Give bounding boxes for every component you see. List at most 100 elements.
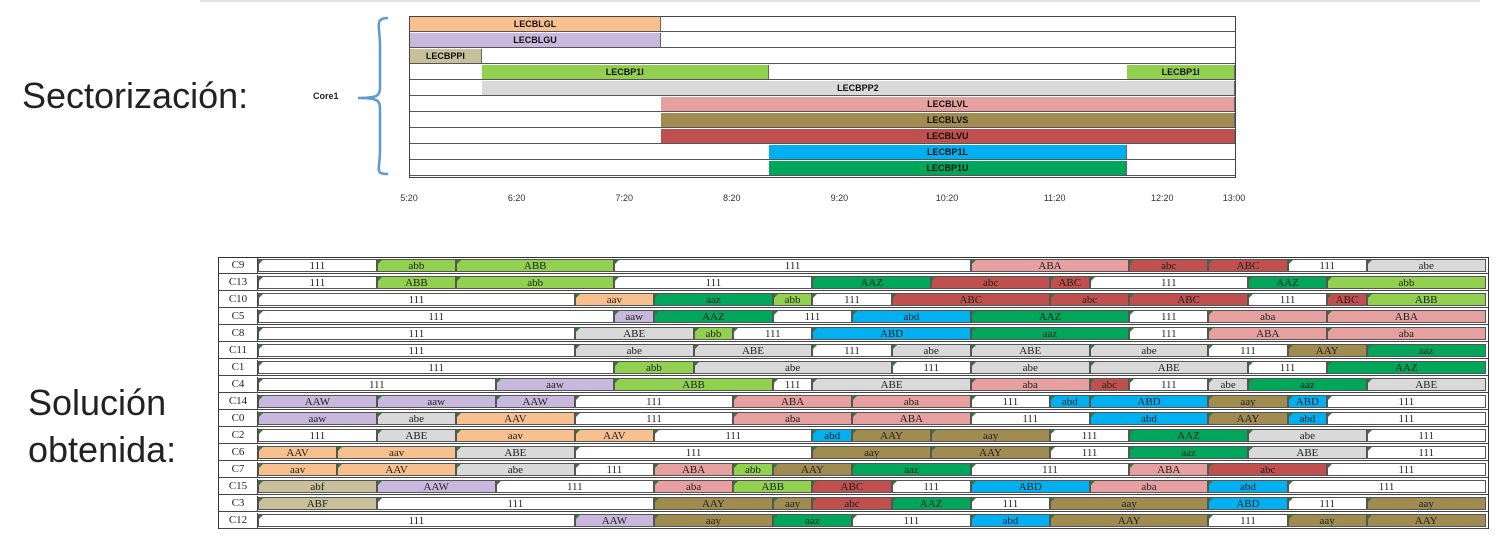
assignment-bar: aay	[1208, 395, 1288, 408]
assignment-bar: AAY	[1366, 514, 1486, 527]
assignment-bar: 111	[614, 276, 813, 289]
assignment-bar: 111	[891, 480, 971, 493]
assignment-bar: 111	[258, 293, 575, 306]
assignment-bar: ABD	[812, 327, 971, 340]
sector-row: LECBPP2	[410, 81, 1235, 96]
controller-row: C10 111 aav aaz abb 111 ABC abc ABC 111 ABC ABB	[219, 292, 1488, 308]
assignment-bar: abc	[1050, 293, 1130, 306]
assignment-bar: abb	[456, 276, 615, 289]
sector-bar: LECBPPI	[410, 49, 482, 63]
assignment-bar: ABB	[733, 480, 813, 493]
sector-bar: LECBLGU	[410, 33, 662, 47]
assignment-bar: 111	[574, 395, 734, 408]
assignment-bar: 111	[258, 276, 377, 289]
assignment-bar: abd	[1089, 412, 1209, 425]
curly-brace-icon	[357, 16, 389, 176]
assignment-bar: 111	[970, 463, 1130, 476]
time-tick-label: 6:20	[507, 193, 526, 203]
assignment-bar: ABA	[1327, 310, 1486, 323]
controller-row: C14 AAW aaw AAW 111 ABA aba 111 abd ABD aay ABD 111	[219, 394, 1488, 410]
controller-row: C9 111 abb ABB 111 ABA abc ABC 111 abe	[219, 258, 1488, 274]
time-tick-label: 10:20	[935, 193, 959, 203]
controller-row: C1 111 abb abe 111 abe ABE 111 AAZ	[219, 360, 1488, 376]
assignment-bar: AAZ	[891, 497, 971, 510]
assignment-bar: 111	[258, 310, 615, 323]
assignment-bar: abc	[1129, 259, 1209, 272]
controller-row: C12 111 AAW aay aaz 111 abd AAY 111 aay AAY	[219, 513, 1488, 529]
assignment-bar: ABC	[891, 293, 1050, 306]
assignment-bar: aav	[258, 463, 338, 476]
controller-row: C3 ABF 111 AAY aay abc AAZ 111 aay ABD 111 aay	[219, 496, 1488, 512]
assignment-bar: 111	[1327, 395, 1486, 408]
assignment-bar: abc	[931, 276, 1050, 289]
solucion-title-line1: Solución	[28, 382, 167, 423]
assignment-bar: aaw	[614, 310, 654, 323]
assignment-bar: abc	[1089, 378, 1130, 391]
time-tick-label: 7:20	[615, 193, 633, 203]
assignment-bar: AAV	[337, 463, 456, 476]
controller-label: C12	[219, 513, 258, 528]
assignment-bar: 111	[1089, 276, 1248, 289]
controller-label: C0	[219, 411, 258, 426]
assignment-bar: ABD	[970, 480, 1090, 493]
sector-row: LECBP1U	[410, 161, 1235, 176]
assignment-bar: aav	[456, 429, 575, 442]
assignment-bar: 111	[852, 514, 971, 527]
controller-label: C6	[219, 445, 258, 460]
assignment-bar: AAV	[574, 429, 654, 442]
assignment-bar: abe	[376, 412, 456, 425]
assignment-bar: 111	[654, 429, 813, 442]
assignment-bar: abd	[1287, 412, 1328, 425]
assignment-bar: ABA	[654, 463, 734, 476]
assignment-bar: aaz	[970, 327, 1130, 340]
assignment-bar: aba	[1089, 480, 1209, 493]
assignment-bar: ABB	[376, 276, 456, 289]
assignment-bar: aay	[772, 497, 813, 510]
assignment-bar: ABD	[1287, 395, 1328, 408]
assignment-bar: 111	[1050, 446, 1130, 459]
controller-row: C15 abf AAW 111 aba ABB ABC 111 ABD aba abd 111	[219, 479, 1488, 495]
assignment-bar: 111	[891, 361, 971, 374]
assignment-bar: 111	[772, 310, 852, 323]
time-tick-label: 12:20	[1150, 193, 1174, 203]
assignment-bar: AAY	[772, 463, 852, 476]
assignment-bar: ABE	[1366, 378, 1486, 391]
assignment-bar: ABC	[1050, 276, 1090, 289]
sector-row: LECBPPI	[410, 49, 1235, 64]
sector-bar: LECBP1L	[768, 145, 1128, 159]
assignment-bar: 111	[258, 378, 496, 391]
sector-bar: LECBP1I	[481, 65, 769, 79]
assignment-bar: aay	[1287, 514, 1367, 527]
assignment-bar: abe	[1366, 259, 1486, 272]
assignment-bar: abb	[693, 327, 734, 340]
assignment-bar: 111	[1248, 293, 1328, 306]
controller-row: C13 111 ABB abb 111 AAZ abc ABC 111 AAZ abb	[219, 275, 1488, 291]
controller-label: C4	[219, 377, 258, 392]
assignment-bar: ABB	[614, 378, 773, 391]
assignment-bar: 111	[1327, 412, 1486, 425]
assignment-bar: aaz	[852, 463, 971, 476]
assignment-bar: ABC	[812, 480, 892, 493]
assignment-bar: abc	[1208, 463, 1328, 476]
assignment-bar: 111	[733, 327, 813, 340]
assignment-bar: AAY	[654, 497, 773, 510]
assignment-bar: 111	[614, 259, 971, 272]
assignment-bar: ABC	[1208, 259, 1288, 272]
assignment-bar: aba	[654, 480, 734, 493]
assignment-bar: abf	[258, 480, 377, 493]
assignment-bar: 111	[1129, 378, 1209, 391]
assignment-bar: aba	[970, 378, 1090, 391]
assignment-bar: abe	[1208, 378, 1248, 391]
assignment-bar: 111	[1208, 344, 1288, 357]
assignment-bar: ABE	[574, 327, 694, 340]
assignment-bar: AAW	[376, 480, 496, 493]
assignment-bar: ABB	[456, 259, 615, 272]
assignment-bar: 111	[812, 344, 892, 357]
assignment-bar: AAZ	[1129, 429, 1248, 442]
assignment-bar: 111	[1208, 514, 1288, 527]
controller-row: C0 aaw abe AAV 111 aba ABA 111 abd AAY abd 111	[219, 411, 1488, 427]
assignment-bar: aav	[337, 446, 456, 459]
assignment-bar: aaz	[654, 293, 773, 306]
sector-bar: LECBLVU	[661, 129, 1235, 143]
sector-row: LECBLGL	[410, 17, 1235, 32]
